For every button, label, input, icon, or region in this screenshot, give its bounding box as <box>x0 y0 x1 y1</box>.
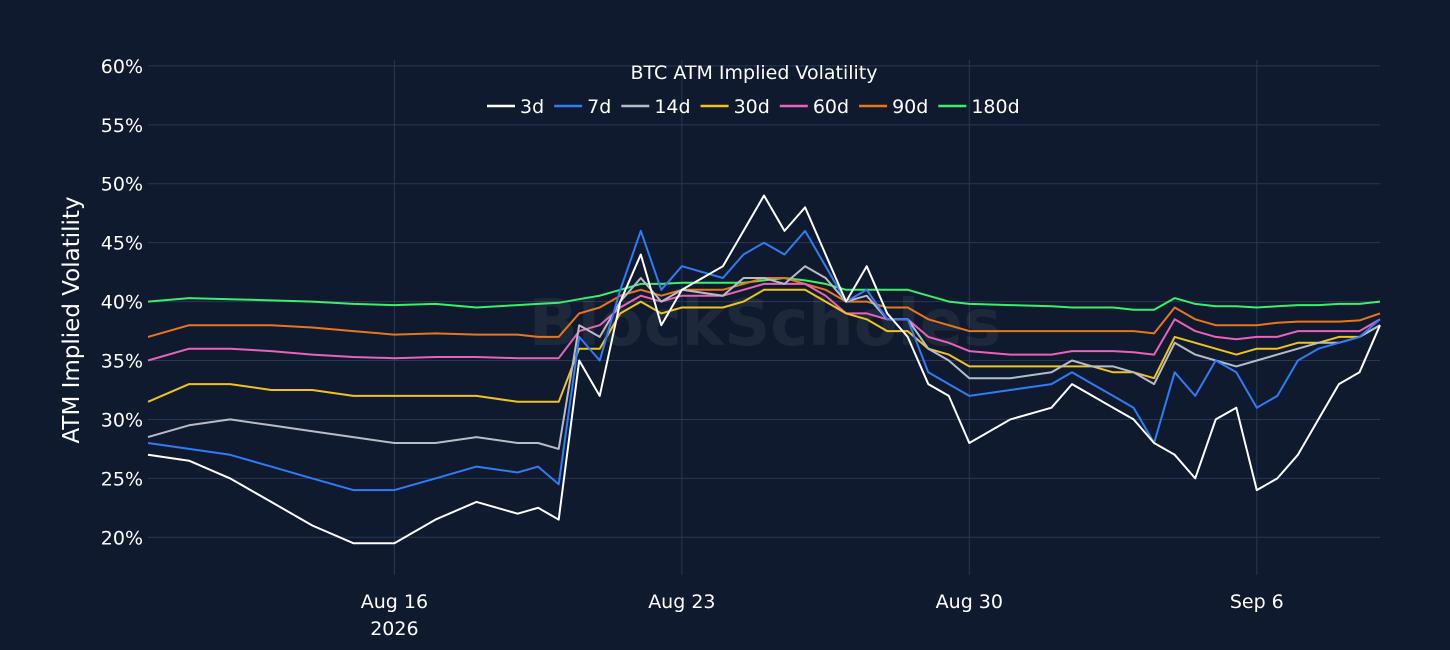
chart-title: BTC ATM Implied Volatility <box>631 62 878 84</box>
series-line-180d <box>147 277 1381 311</box>
y-axis-label: ATM Implied Volatility <box>59 196 85 443</box>
legend-item-90d[interactable]: 90d <box>859 96 928 118</box>
legend-label: 14d <box>654 96 690 118</box>
y-tick-label: 60% <box>101 56 143 78</box>
legend[interactable]: 3d 7d 14d 30d 60d 90d 180d <box>487 96 1020 118</box>
y-axis-ticks: 20% 25% 30% 35% 40% 45% 50% 55% 60% <box>101 56 143 549</box>
series-line-30d <box>147 288 1381 403</box>
y-tick-label: 20% <box>101 527 143 549</box>
y-tick-label: 30% <box>101 409 143 431</box>
series-lines <box>147 194 1381 545</box>
legend-item-180d[interactable]: 180d <box>938 96 1020 118</box>
x-tick-label: Aug 30 <box>936 591 1003 613</box>
y-tick-label: 35% <box>101 351 143 373</box>
legend-item-3d[interactable]: 3d <box>487 96 544 118</box>
legend-label: 3d <box>520 96 544 118</box>
legend-label: 180d <box>971 96 1019 118</box>
legend-label: 7d <box>587 96 611 118</box>
y-tick-label: 40% <box>101 292 143 314</box>
series-line-3d <box>147 194 1381 545</box>
y-tick-label: 55% <box>101 115 143 137</box>
x-tick-sublabel: 2026 <box>370 618 418 640</box>
legend-label: 60d <box>813 96 849 118</box>
legend-item-14d[interactable]: 14d <box>621 96 691 118</box>
legend-item-30d[interactable]: 30d <box>700 96 770 118</box>
y-tick-label: 50% <box>101 174 143 196</box>
x-tick-label: Aug 16 <box>361 591 428 613</box>
legend-item-7d[interactable]: 7d <box>554 96 611 118</box>
legend-label: 90d <box>892 96 928 118</box>
y-tick-label: 45% <box>101 233 143 255</box>
x-tick-label: Aug 23 <box>648 591 715 613</box>
x-axis-ticks: Aug 16 2026 Aug 23 Aug 30 Sep 6 <box>361 591 1284 640</box>
legend-item-60d[interactable]: 60d <box>779 96 849 118</box>
x-tick-label: Sep 6 <box>1230 591 1284 613</box>
legend-label: 30d <box>734 96 770 118</box>
y-tick-label: 25% <box>101 468 143 490</box>
